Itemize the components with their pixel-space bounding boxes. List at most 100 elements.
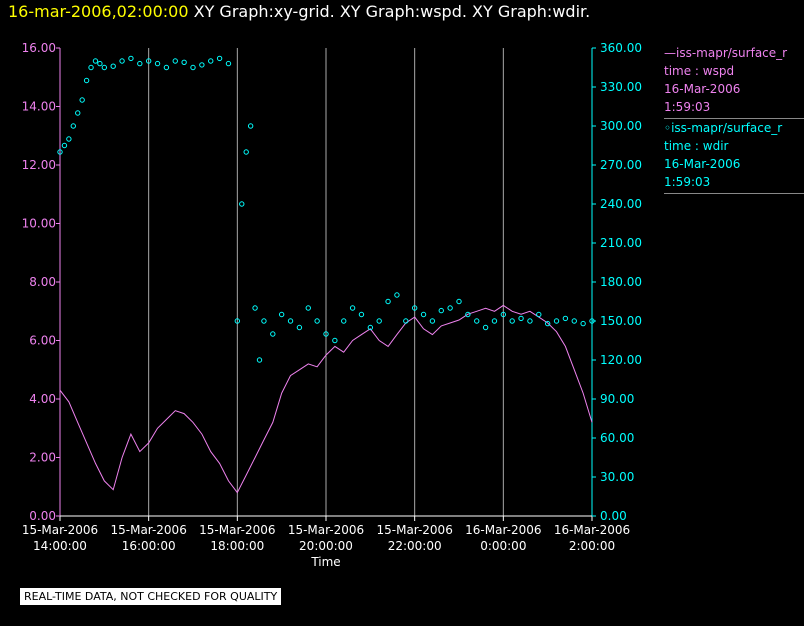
wdir-point (544, 320, 551, 327)
wdir-point (163, 64, 170, 71)
wdir-point (438, 307, 444, 314)
legend: —iss-mapr/surface_r time : wspd 16-Mar-2… (664, 44, 804, 194)
legend-line-icon: — (664, 46, 676, 60)
legend-series-var: time : wspd (664, 64, 735, 78)
wdir-point (101, 64, 108, 71)
wdir-point (367, 324, 374, 331)
wdir-point (447, 305, 453, 311)
wdir-point (482, 324, 489, 331)
legend-series-name: iss-mapr/surface_r (671, 121, 783, 135)
wdir-point (553, 318, 560, 324)
legend-series-time: 1:59:03 (664, 100, 711, 114)
wdir-point (92, 58, 99, 64)
wdir-point (518, 315, 524, 322)
wdir-point (261, 318, 267, 324)
wdir-point (527, 318, 533, 324)
x-axis-label: Time (310, 555, 340, 569)
wdir-point (252, 305, 258, 311)
y-right-tick-label: 240.00 (600, 197, 642, 211)
wdir-point (110, 63, 116, 69)
wdir-point (270, 331, 276, 337)
y-left-tick-label: 12.00 (22, 158, 56, 172)
legend-series-wspd[interactable]: —iss-mapr/surface_r time : wspd 16-Mar-2… (664, 44, 804, 119)
legend-series-date: 16-Mar-2006 (664, 82, 741, 96)
wdir-point (172, 58, 178, 64)
wdir-point (137, 60, 143, 67)
wdir-point (57, 149, 63, 155)
x-tick-label: 16:00:00 (122, 539, 176, 553)
wdir-point (216, 55, 223, 62)
legend-series-var: time : wdir (664, 139, 729, 153)
x-tick-label: 15-Mar-2006 (22, 523, 98, 537)
wdir-point (562, 315, 569, 322)
wdir-point (128, 55, 134, 62)
y-left-tick-label: 10.00 (22, 217, 56, 231)
legend-series-time: 1:59:03 (664, 175, 711, 189)
x-tick-label: 14:00:00 (33, 539, 87, 553)
wdir-point (411, 305, 418, 311)
title-date: 16-mar-2006,02:00:00 (8, 2, 189, 21)
y-right-tick-label: 30.00 (600, 470, 634, 484)
wdir-point (61, 142, 68, 149)
wdir-point (199, 62, 205, 68)
chart-title: 16-mar-2006,02:00:00 XY Graph:xy-grid. X… (8, 2, 590, 21)
wdir-point (88, 64, 94, 71)
wdir-point (75, 110, 81, 116)
wdir-point (66, 136, 72, 142)
title-graphs: XY Graph:xy-grid. XY Graph:wspd. XY Grap… (193, 2, 591, 21)
y-left-tick-label: 0.00 (29, 509, 56, 523)
y-right-tick-label: 270.00 (600, 158, 642, 172)
x-tick-label: 15-Mar-2006 (199, 523, 275, 537)
wdir-point (465, 311, 471, 318)
y-right-tick-label: 0.00 (600, 509, 627, 523)
wdir-point (314, 318, 320, 324)
wdir-point (287, 318, 294, 324)
wdir-point (358, 311, 365, 318)
wdir-point (349, 305, 356, 311)
x-tick-label: 16-Mar-2006 (554, 523, 630, 537)
wdir-point (296, 324, 303, 331)
wdir-point (181, 59, 187, 65)
wdir-point (500, 311, 507, 318)
wdir-point (394, 292, 400, 298)
wdir-point (97, 60, 103, 67)
x-tick-label: 15-Mar-2006 (376, 523, 452, 537)
y-right-tick-label: 360.00 (600, 41, 642, 55)
wdir-point (580, 320, 586, 327)
legend-series-wdir[interactable]: ◦iss-mapr/surface_r time : wdir 16-Mar-2… (664, 119, 804, 194)
y-left-tick-label: 14.00 (22, 100, 56, 114)
legend-series-name: iss-mapr/surface_r (676, 46, 788, 60)
y-left-tick-label: 2.00 (29, 451, 56, 465)
x-tick-label: 20:00:00 (299, 539, 353, 553)
y-right-tick-label: 180.00 (600, 275, 642, 289)
wdir-point (119, 58, 125, 64)
wdir-point (145, 58, 152, 64)
wdir-point (589, 318, 595, 324)
wdir-point (278, 311, 285, 318)
wdir-point (323, 331, 329, 337)
x-tick-label: 2:00:00 (569, 539, 615, 553)
wdir-point (234, 318, 241, 324)
y-right-tick-label: 150.00 (600, 314, 642, 328)
wdir-point (420, 311, 427, 318)
wdir-point (536, 311, 542, 318)
y-left-tick-label: 16.00 (22, 41, 56, 55)
x-tick-label: 15-Mar-2006 (288, 523, 364, 537)
y-left-tick-label: 8.00 (29, 275, 56, 289)
wdir-point (403, 318, 409, 324)
y-right-tick-label: 60.00 (600, 431, 634, 445)
x-tick-label: 16-Mar-2006 (465, 523, 541, 537)
quality-note: REAL-TIME DATA, NOT CHECKED FOR QUALITY (20, 588, 282, 605)
wdir-point (376, 318, 382, 324)
wdir-point (208, 58, 214, 64)
wdir-point (332, 337, 338, 344)
wdir-point (474, 318, 480, 324)
wspd-series-line (59, 304, 593, 494)
wdir-point (256, 357, 263, 363)
y-right-tick-label: 120.00 (600, 353, 642, 367)
wdir-point (83, 77, 90, 84)
wdir-point (239, 201, 245, 207)
legend-series-date: 16-Mar-2006 (664, 157, 741, 171)
x-tick-label: 15-Mar-2006 (110, 523, 186, 537)
